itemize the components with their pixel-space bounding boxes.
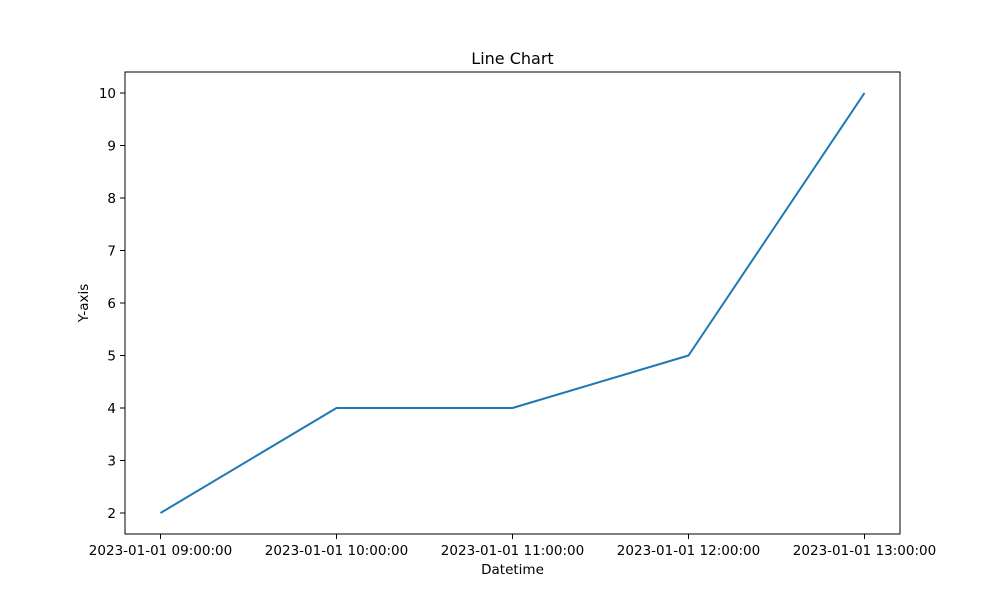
y-tick-label: 2	[107, 506, 116, 522]
y-tick-label: 5	[107, 349, 116, 365]
chart-title: Line Chart	[471, 49, 553, 68]
y-tick-label: 9	[107, 139, 116, 155]
y-axis-label: Y-axis	[76, 284, 92, 324]
y-tick-label: 8	[107, 191, 116, 207]
y-tick-label: 4	[107, 401, 116, 417]
x-axis-label: Datetime	[481, 562, 544, 578]
y-tick-label: 7	[107, 244, 116, 260]
x-tick-label: 2023-01-01 10:00:00	[265, 543, 408, 559]
x-tick-label: 2023-01-01 11:00:00	[441, 543, 584, 559]
y-tick-label: 10	[99, 86, 116, 102]
x-tick-label: 2023-01-01 12:00:00	[617, 543, 760, 559]
y-tick-label: 6	[107, 296, 116, 312]
y-tick-label: 3	[107, 454, 116, 470]
x-tick-label: 2023-01-01 13:00:00	[793, 543, 936, 559]
x-tick-label: 2023-01-01 09:00:00	[89, 543, 232, 559]
